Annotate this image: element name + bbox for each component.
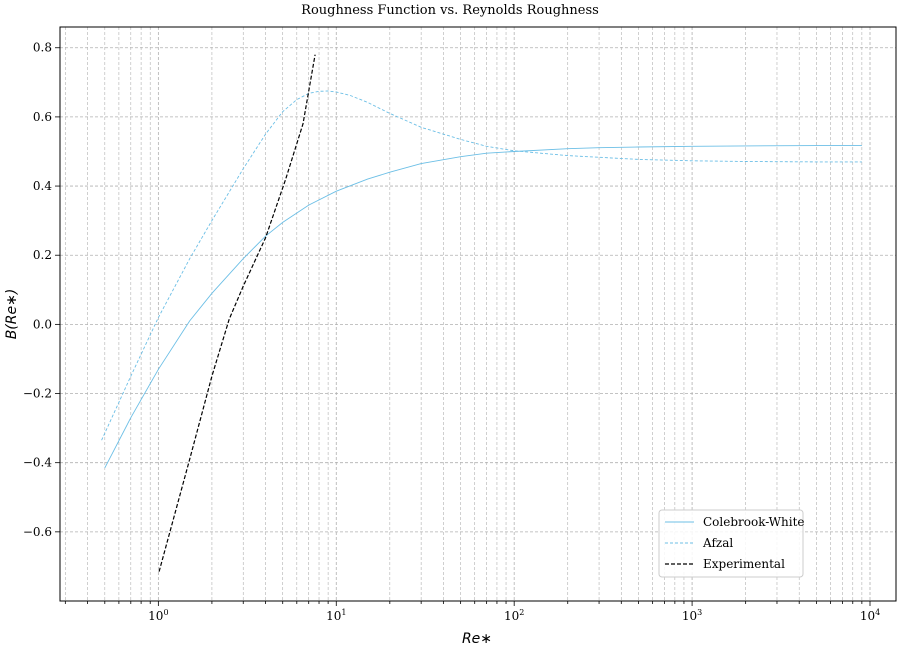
series-line-colebrook-white	[104, 145, 862, 469]
axis-ticks: −0.6 −0.4 −0.2 0.0 0.2 0.4 0.6 0.8 100 101 102 103 1…	[23, 41, 880, 623]
plot-frame	[59, 26, 897, 602]
series-line-afzal	[101, 90, 862, 441]
y-axis-label: B(Re∗)	[4, 289, 20, 340]
y-tick-label: 0.4	[33, 179, 52, 193]
y-tick-label: −0.4	[23, 456, 53, 470]
chart-title: Roughness Function vs. Reynolds Roughnes…	[301, 3, 599, 18]
legend-box	[658, 509, 804, 578]
x-tick-label: 100	[148, 608, 168, 623]
x-tick-label: 102	[504, 608, 524, 623]
legend-label: Colebrook-White	[703, 515, 805, 529]
series-line-experimental	[158, 54, 316, 572]
x-axis-label: Re∗	[462, 631, 492, 647]
legend-label: Afzal	[702, 536, 733, 550]
legend: Colebrook-White Afzal Experimental	[658, 509, 805, 578]
y-tick-label: −0.6	[23, 525, 52, 539]
grid	[60, 27, 896, 601]
plot-lines	[101, 54, 862, 572]
legend-label: Experimental	[703, 557, 785, 571]
x-tick-label: 101	[326, 608, 346, 623]
y-tick-label: −0.2	[23, 387, 52, 401]
y-tick-label: 0.6	[33, 110, 52, 124]
x-tick-label: 104	[860, 608, 880, 623]
x-tick-label: 103	[682, 608, 702, 623]
y-tick-label: 0.8	[33, 41, 52, 55]
y-tick-label: 0.2	[33, 248, 52, 262]
y-tick-label: 0.0	[33, 317, 52, 331]
